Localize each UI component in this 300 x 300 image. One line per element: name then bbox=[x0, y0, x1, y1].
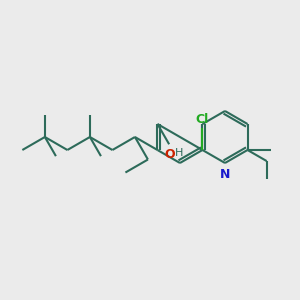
Text: N: N bbox=[220, 168, 230, 181]
Text: H: H bbox=[175, 148, 183, 158]
Text: O: O bbox=[165, 148, 176, 161]
Text: Cl: Cl bbox=[196, 113, 209, 126]
